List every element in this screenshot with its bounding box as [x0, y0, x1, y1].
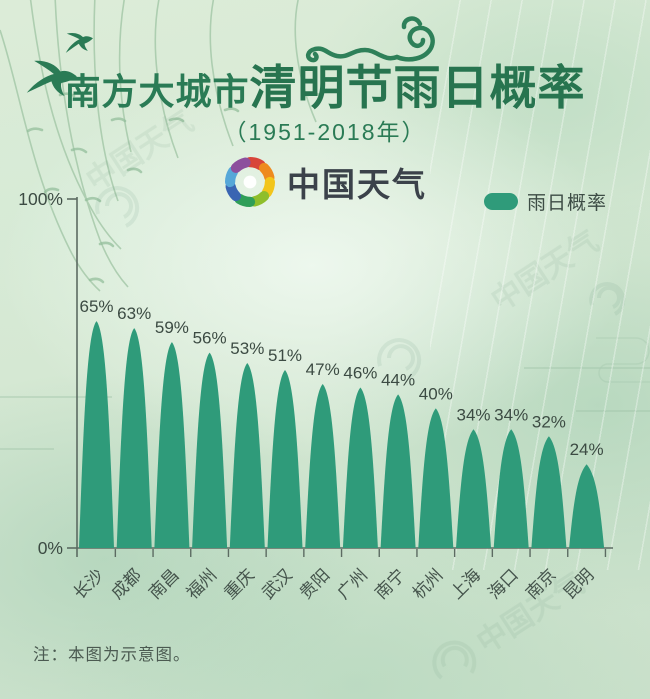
x-axis-label: 海口	[485, 565, 522, 602]
x-axis-label: 成都	[108, 565, 145, 602]
title-prefix: 南方大城市	[64, 71, 250, 112]
brand-name: 中国天气	[287, 166, 427, 203]
cloud-scroll-icon	[305, 16, 435, 63]
title-emphasis: 清明节雨日概率	[249, 61, 586, 116]
x-axis-label: 福州	[183, 565, 220, 602]
legend-swatch	[484, 193, 518, 210]
bar-长沙	[79, 321, 114, 548]
bar-value-label: 63%	[117, 304, 151, 323]
bar-上海	[456, 429, 491, 548]
footnote: 注：本图为示意图。	[33, 646, 191, 664]
title-subtitle: （1951-2018年）	[223, 119, 427, 145]
bar-value-label: 46%	[343, 363, 377, 382]
china-weather-logo-icon	[224, 156, 276, 208]
x-axis-label: 杭州	[409, 565, 446, 602]
bar-广州	[342, 387, 378, 548]
bar-value-label: 24%	[570, 440, 604, 459]
x-axis-label: 贵阳	[296, 565, 333, 602]
bar-南昌	[154, 342, 190, 548]
bar-value-label: 44%	[381, 370, 415, 389]
bar-value-label: 51%	[268, 346, 302, 365]
x-axis-label: 武汉	[258, 565, 295, 602]
x-axis-label: 上海	[447, 565, 484, 602]
legend: 雨日概率	[484, 188, 607, 215]
bar-value-label: 65%	[79, 297, 113, 316]
bar-value-label: 47%	[306, 360, 340, 379]
x-axis-label: 昆明	[560, 565, 597, 602]
bar-重庆	[229, 363, 265, 548]
x-axis-label: 南京	[522, 565, 559, 602]
willow-branches-decoration	[0, 0, 317, 292]
x-axis-label: 长沙	[70, 565, 107, 602]
bar-武汉	[267, 370, 303, 548]
x-axis-label: 广州	[334, 565, 371, 602]
bar-南京	[531, 436, 567, 548]
swallow-icon	[26, 32, 93, 97]
bar-value-label: 56%	[193, 329, 227, 348]
bar-value-label: 59%	[155, 318, 189, 337]
bar-福州	[192, 352, 228, 548]
watermark-decoration	[95, 186, 626, 380]
legend-label: 雨日概率	[527, 193, 608, 214]
willow-leaves-decoration	[26, 92, 323, 284]
bar-贵阳	[305, 384, 341, 548]
x-axis-label: 南昌	[145, 565, 182, 602]
bar-南宁	[380, 394, 416, 548]
bar-value-label: 53%	[230, 339, 264, 358]
y-axis-label-min: 0%	[38, 538, 63, 558]
page-title: 南方大城市清明节雨日概率	[0, 49, 650, 118]
bar-杭州	[418, 408, 454, 548]
bar-value-label: 32%	[532, 412, 566, 431]
x-axis-label: 南宁	[371, 565, 408, 602]
x-axis-label: 重庆	[221, 565, 258, 602]
bar-value-label: 40%	[419, 384, 453, 403]
bar-value-label: 34%	[494, 405, 528, 424]
bar-成都	[116, 328, 152, 548]
y-axis-label-max: 100%	[18, 189, 63, 209]
bar-value-label: 34%	[456, 405, 490, 424]
brand-row: 中国天气	[0, 155, 650, 209]
bar-昆明	[569, 464, 605, 548]
bar-海口	[493, 429, 529, 548]
